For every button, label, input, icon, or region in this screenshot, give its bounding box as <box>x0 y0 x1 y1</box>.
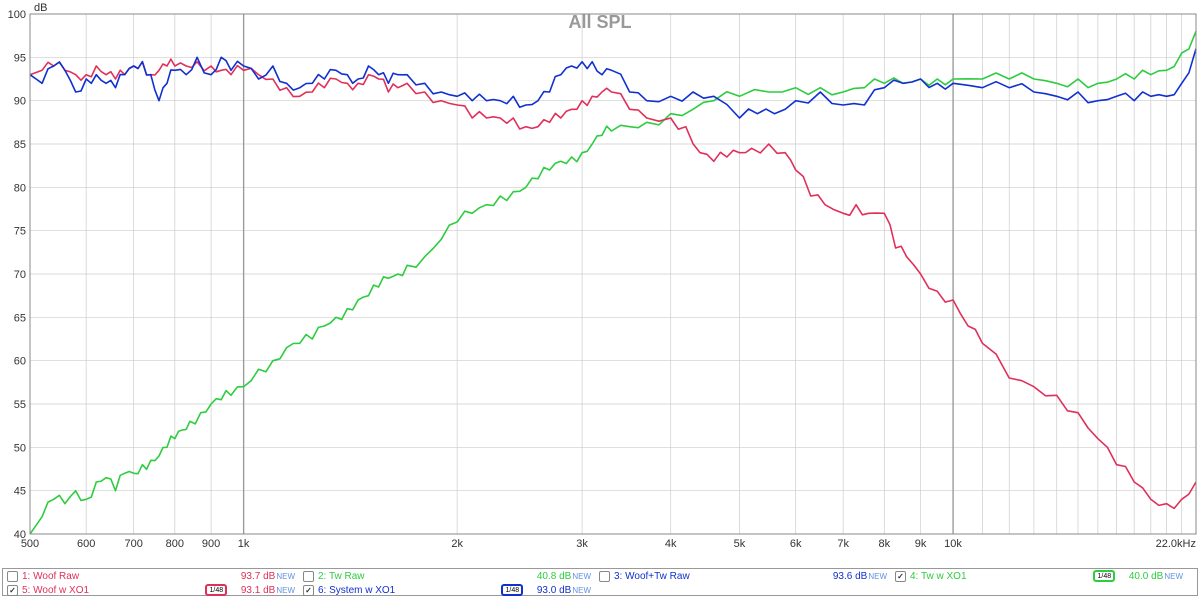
svg-text:95: 95 <box>14 52 26 64</box>
legend-checkbox[interactable] <box>895 571 906 582</box>
legend-bar: 1: Woof Raw93.7 dBNEW2: Tw Raw40.8 dBNEW… <box>2 568 1198 596</box>
svg-text:500: 500 <box>21 538 39 550</box>
legend-item-woof_tw_raw[interactable]: 3: Woof+Tw Raw 93.6 dBNEW <box>595 569 891 583</box>
svg-text:85: 85 <box>14 139 26 151</box>
legend-item-system_xo1[interactable]: 6: System w XO1 1/48 93.0 dBNEW <box>299 583 595 597</box>
svg-text:10k: 10k <box>944 538 962 550</box>
legend-db-value: 93.1 dB <box>231 585 275 596</box>
legend-db-value: 40.8 dB <box>527 571 571 582</box>
legend-new-tag: NEW <box>1164 572 1183 581</box>
svg-text:5k: 5k <box>734 538 746 550</box>
svg-text:9k: 9k <box>915 538 927 550</box>
svg-text:dB: dB <box>34 2 47 14</box>
svg-text:90: 90 <box>14 96 26 108</box>
legend-label: 4: Tw w XO1 <box>910 571 988 582</box>
legend-db-value: 93.7 dB <box>231 571 275 582</box>
legend-checkbox[interactable] <box>599 571 610 582</box>
svg-text:800: 800 <box>166 538 184 550</box>
legend-checkbox[interactable] <box>7 585 18 596</box>
svg-text:22.0kHz: 22.0kHz <box>1156 538 1196 550</box>
legend-checkbox[interactable] <box>303 571 314 582</box>
spl-chart: All SPL 404550556065707580859095100dB500… <box>0 0 1200 568</box>
svg-text:70: 70 <box>14 269 26 281</box>
svg-text:2k: 2k <box>451 538 463 550</box>
svg-text:100: 100 <box>8 9 26 21</box>
svg-text:60: 60 <box>14 356 26 368</box>
legend-item-woof_xo1[interactable]: 5: Woof w XO1 1/48 93.1 dBNEW <box>3 583 299 597</box>
legend-db-value: 93.6 dB <box>823 571 867 582</box>
chart-title: All SPL <box>568 12 631 33</box>
legend-checkbox[interactable] <box>7 571 18 582</box>
legend-thumb-icon: 1/48 <box>501 584 523 596</box>
svg-text:45: 45 <box>14 486 26 498</box>
legend-label: 3: Woof+Tw Raw <box>614 571 692 582</box>
legend-new-tag: NEW <box>572 572 591 581</box>
svg-text:6k: 6k <box>790 538 802 550</box>
legend-label: 5: Woof w XO1 <box>22 585 100 596</box>
legend-new-tag: NEW <box>572 586 591 595</box>
legend-new-tag: NEW <box>276 572 295 581</box>
svg-text:7k: 7k <box>837 538 849 550</box>
chart-plot-area: 404550556065707580859095100dB50060070080… <box>0 0 1200 568</box>
legend-label: 1: Woof Raw <box>22 571 100 582</box>
legend-thumb-icon: 1/48 <box>1093 570 1115 582</box>
legend-label: 2: Tw Raw <box>318 571 396 582</box>
legend-checkbox[interactable] <box>303 585 314 596</box>
legend-db-value: 93.0 dB <box>527 585 571 596</box>
svg-text:75: 75 <box>14 226 26 238</box>
legend-item-woof_raw[interactable]: 1: Woof Raw 93.7 dBNEW <box>3 569 299 583</box>
legend-label: 6: System w XO1 <box>318 585 396 596</box>
legend-thumb-icon: 1/48 <box>205 584 227 596</box>
svg-text:50: 50 <box>14 442 26 454</box>
svg-text:8k: 8k <box>878 538 890 550</box>
svg-text:1k: 1k <box>238 538 250 550</box>
svg-text:80: 80 <box>14 182 26 194</box>
svg-text:700: 700 <box>124 538 142 550</box>
legend-item-tw_raw[interactable]: 2: Tw Raw 40.8 dBNEW <box>299 569 595 583</box>
svg-text:900: 900 <box>202 538 220 550</box>
legend-db-value: 40.0 dB <box>1119 571 1163 582</box>
svg-text:4k: 4k <box>665 538 677 550</box>
legend-item-tw_xo1[interactable]: 4: Tw w XO1 1/48 40.0 dBNEW <box>891 569 1187 583</box>
svg-text:65: 65 <box>14 312 26 324</box>
svg-text:3k: 3k <box>576 538 588 550</box>
legend-new-tag: NEW <box>276 586 295 595</box>
legend-new-tag: NEW <box>868 572 887 581</box>
svg-text:55: 55 <box>14 399 26 411</box>
svg-text:600: 600 <box>77 538 95 550</box>
